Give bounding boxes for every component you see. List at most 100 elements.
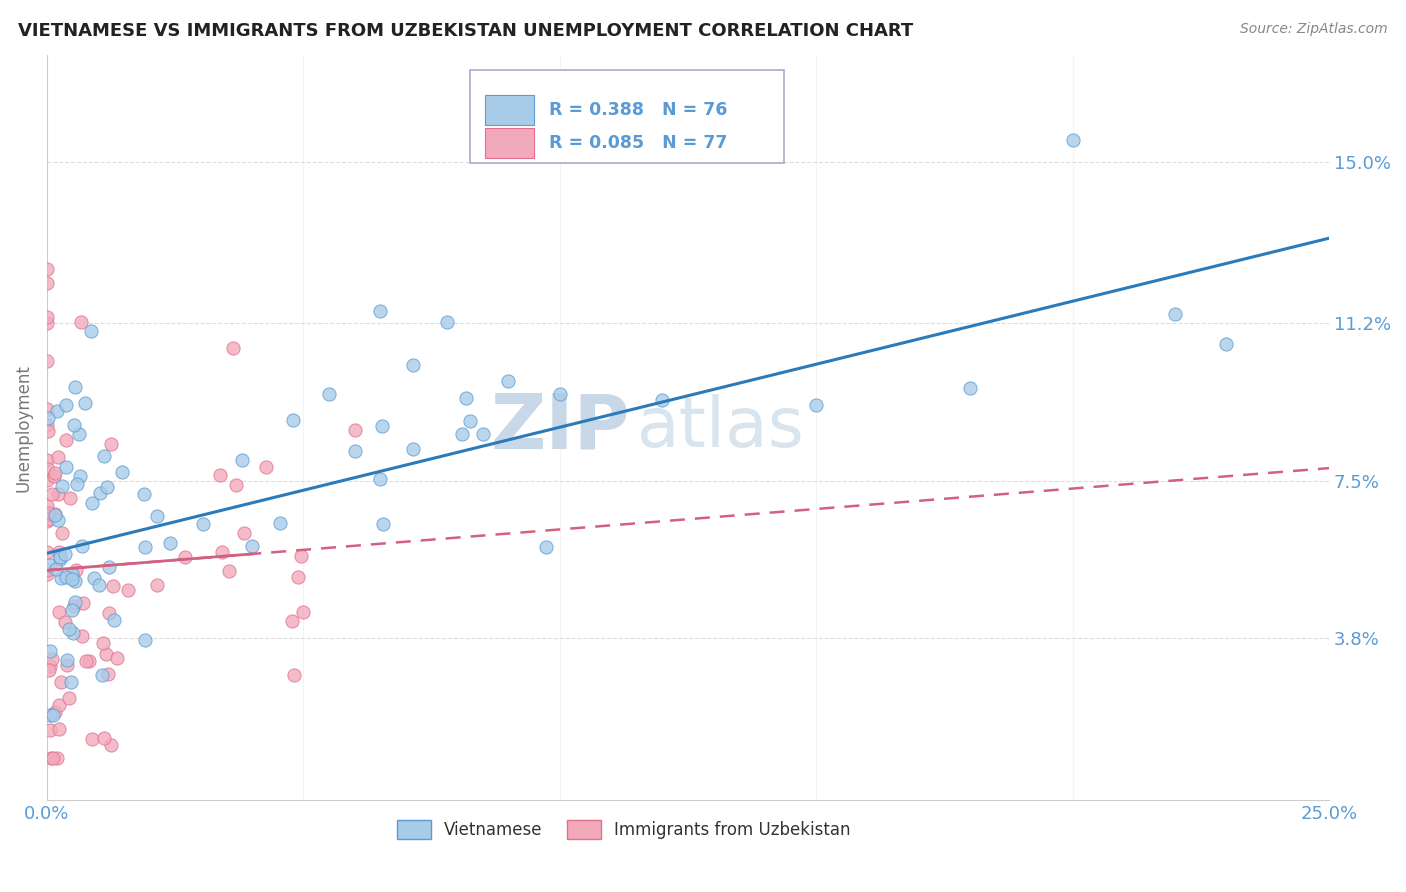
Point <box>55 433 77 447</box>
FancyBboxPatch shape <box>470 70 785 163</box>
Point <box>96 647 118 661</box>
Point <box>55 657 77 672</box>
Point <box>72 596 94 610</box>
Point <box>48 606 70 620</box>
Point <box>368 304 391 318</box>
Point <box>134 540 156 554</box>
Point <box>46 450 69 465</box>
Point <box>44 507 66 521</box>
Point <box>35 567 58 582</box>
Point <box>35 316 58 330</box>
Bar <box>485 128 534 158</box>
Point <box>65 563 87 577</box>
Point <box>211 544 233 558</box>
Point <box>1215 336 1237 351</box>
Point <box>51 526 73 541</box>
Point <box>35 401 58 416</box>
Point <box>80 731 103 746</box>
Point <box>48 487 70 501</box>
Point <box>97 606 120 620</box>
Point <box>44 508 66 522</box>
Point <box>174 549 197 564</box>
Point <box>35 514 58 528</box>
Point <box>75 654 97 668</box>
Point <box>35 545 58 559</box>
Point <box>93 449 115 463</box>
Point <box>60 572 83 586</box>
Point <box>48 723 70 737</box>
Point <box>70 539 93 553</box>
Point <box>35 500 58 514</box>
Point <box>1062 133 1084 147</box>
Point <box>82 496 104 510</box>
Point <box>89 486 111 500</box>
Point <box>281 413 304 427</box>
Point <box>42 468 65 483</box>
Point <box>73 396 96 410</box>
Point <box>93 635 115 649</box>
Point <box>51 479 73 493</box>
Point <box>44 466 66 480</box>
Point <box>55 399 77 413</box>
Point <box>231 452 253 467</box>
Point <box>58 622 80 636</box>
Point <box>60 603 83 617</box>
Point <box>208 468 231 483</box>
Point <box>254 460 277 475</box>
Point <box>66 477 89 491</box>
Point <box>35 354 58 368</box>
Point <box>42 708 65 723</box>
Point <box>65 380 87 394</box>
Point <box>283 667 305 681</box>
Point <box>959 381 981 395</box>
Point <box>35 473 58 487</box>
Point <box>146 578 169 592</box>
Point <box>53 547 76 561</box>
Point <box>41 750 63 764</box>
Point <box>67 426 90 441</box>
Point <box>103 613 125 627</box>
Point <box>70 314 93 328</box>
Point <box>38 512 60 526</box>
Point <box>100 738 122 752</box>
Point <box>222 341 245 355</box>
Point <box>117 582 139 597</box>
Text: ZIP: ZIP <box>491 391 630 465</box>
Point <box>55 653 77 667</box>
Point <box>318 387 340 401</box>
Y-axis label: Unemployment: Unemployment <box>15 364 32 491</box>
Point <box>35 453 58 467</box>
Point <box>1164 306 1187 320</box>
Point <box>97 667 120 681</box>
Point <box>373 517 395 532</box>
Point <box>96 480 118 494</box>
Point <box>39 658 62 673</box>
Point <box>145 509 167 524</box>
Point <box>218 564 240 578</box>
Point <box>548 386 571 401</box>
Point <box>134 632 156 647</box>
Point <box>37 461 59 475</box>
Point <box>80 324 103 338</box>
Point <box>49 550 72 565</box>
Point <box>471 427 494 442</box>
Point <box>49 675 72 690</box>
Point <box>49 571 72 585</box>
Point <box>534 540 557 554</box>
Text: Source: ZipAtlas.com: Source: ZipAtlas.com <box>1240 22 1388 37</box>
Point <box>69 469 91 483</box>
Point <box>45 562 67 576</box>
Bar <box>485 95 534 125</box>
Point <box>37 424 59 438</box>
Point <box>55 460 77 475</box>
Point <box>58 691 80 706</box>
Point <box>87 577 110 591</box>
Point <box>93 731 115 746</box>
Point <box>44 706 66 720</box>
Point <box>38 644 60 658</box>
Point <box>63 599 86 613</box>
Point <box>45 750 67 764</box>
Point <box>45 403 67 417</box>
Point <box>110 465 132 479</box>
Point <box>35 276 58 290</box>
